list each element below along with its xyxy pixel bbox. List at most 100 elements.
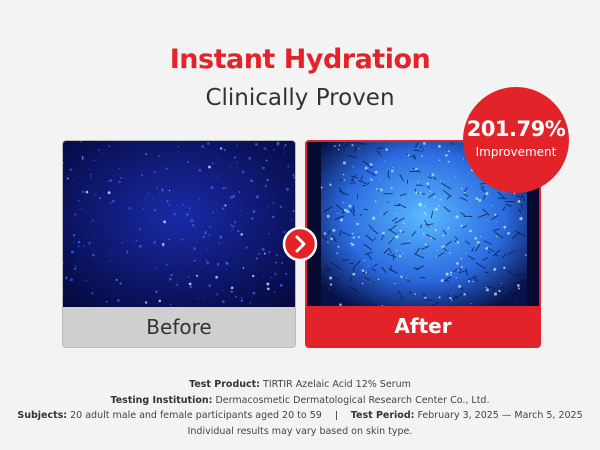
- texture: [236, 161, 238, 163]
- texture: [153, 241, 156, 244]
- texture: [329, 183, 332, 186]
- texture: [292, 210, 295, 213]
- texture: [90, 173, 93, 176]
- texture: [381, 304, 383, 306]
- texture: [287, 165, 290, 168]
- texture: [241, 170, 245, 174]
- texture: [156, 187, 158, 189]
- texture: [264, 184, 267, 188]
- texture: [229, 166, 231, 168]
- texture: [180, 160, 182, 162]
- texture: [263, 275, 265, 277]
- texture: [208, 165, 211, 169]
- texture: [88, 242, 91, 245]
- texture: [166, 199, 169, 203]
- texture: [111, 199, 115, 203]
- texture: [461, 187, 463, 190]
- texture: [231, 228, 233, 231]
- texture: [351, 144, 354, 147]
- texture: [445, 154, 448, 157]
- texture: [328, 289, 330, 291]
- texture: [399, 229, 402, 233]
- texture: [221, 207, 225, 210]
- texture: [230, 231, 232, 233]
- texture: [498, 289, 501, 293]
- texture: [327, 241, 329, 243]
- texture: [320, 186, 323, 189]
- texture: [385, 147, 387, 149]
- texture: [246, 286, 248, 288]
- texture: [63, 162, 65, 164]
- texture: [239, 210, 242, 212]
- texture: [153, 173, 154, 174]
- texture: [441, 245, 444, 249]
- texture: [141, 174, 144, 177]
- texture: [476, 240, 480, 244]
- texture: [190, 219, 194, 223]
- texture: [126, 250, 128, 252]
- texture: [343, 208, 348, 212]
- texture: [380, 213, 382, 215]
- texture: [270, 276, 273, 279]
- texture: [326, 214, 330, 218]
- texture: [230, 224, 233, 227]
- texture: [91, 253, 95, 257]
- texture: [357, 236, 360, 239]
- texture: [266, 179, 269, 181]
- texture: [351, 246, 353, 248]
- texture: [193, 259, 196, 262]
- texture: [421, 155, 424, 157]
- texture: [260, 229, 262, 231]
- texture: [245, 246, 248, 249]
- texture: [329, 283, 333, 286]
- texture: [262, 166, 265, 170]
- texture: [455, 277, 457, 279]
- texture: [470, 303, 472, 305]
- texture: [72, 178, 74, 181]
- texture: [254, 143, 258, 146]
- before-panel: Before: [62, 140, 296, 348]
- texture: [440, 279, 444, 283]
- texture: [440, 180, 442, 182]
- texture: [224, 187, 227, 189]
- texture: [251, 217, 254, 220]
- texture: [475, 197, 479, 200]
- texture: [252, 291, 256, 295]
- texture: [337, 148, 340, 151]
- texture: [485, 286, 488, 289]
- texture: [384, 159, 386, 161]
- texture: [218, 242, 221, 245]
- texture: [357, 248, 359, 249]
- texture: [119, 282, 123, 285]
- texture: [109, 252, 111, 254]
- texture: [395, 235, 399, 239]
- texture: [433, 209, 435, 210]
- texture: [419, 176, 421, 178]
- texture: [90, 155, 92, 157]
- texture: [336, 252, 339, 255]
- texture: [64, 176, 66, 178]
- texture: [169, 303, 172, 306]
- texture: [520, 217, 523, 219]
- texture: [242, 266, 245, 269]
- texture: [517, 287, 520, 290]
- texture: [273, 291, 276, 293]
- texture: [447, 160, 450, 163]
- texture: [215, 157, 217, 159]
- texture: [460, 224, 463, 227]
- texture: [81, 158, 83, 160]
- texture: [233, 156, 236, 159]
- texture: [348, 204, 352, 208]
- texture: [351, 243, 355, 247]
- texture: [80, 208, 82, 210]
- texture: [447, 227, 450, 230]
- texture: [422, 232, 425, 235]
- texture: [236, 144, 238, 146]
- texture: [517, 284, 520, 287]
- texture: [380, 179, 382, 181]
- texture: [110, 202, 112, 204]
- texture: [208, 234, 211, 237]
- texture: [222, 300, 225, 304]
- texture: [105, 228, 107, 230]
- texture: [414, 167, 418, 171]
